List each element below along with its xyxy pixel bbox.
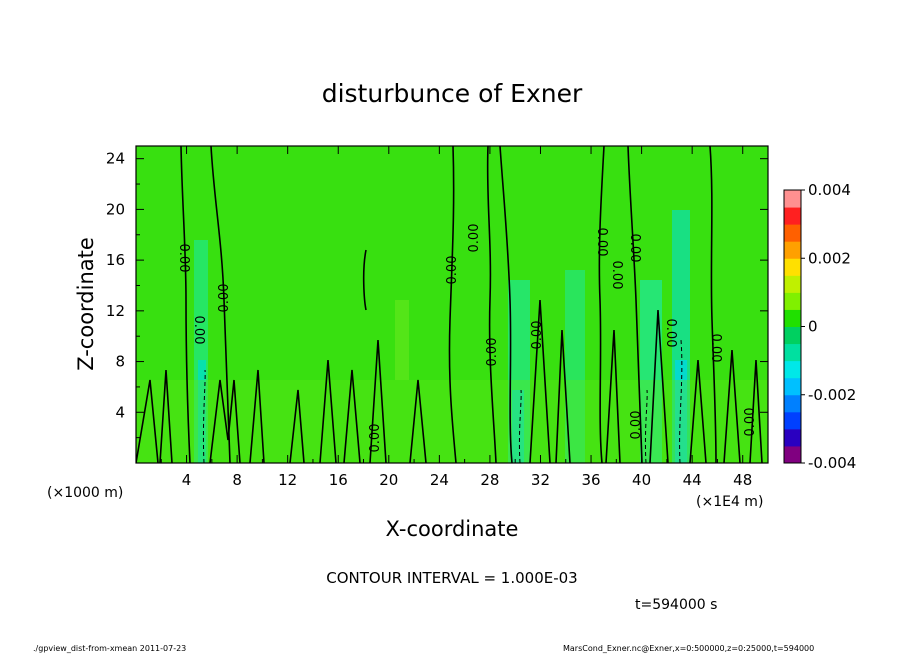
contour-label: 0.00: [191, 316, 206, 345]
colorbar-tick-label: 0.002: [808, 249, 851, 267]
contour-label: 0.00: [445, 256, 460, 285]
colorbar-segment: [784, 428, 801, 447]
y-tick-label: 16: [106, 251, 125, 269]
contour-line: [210, 146, 231, 463]
contour-label: 0.00: [663, 319, 678, 348]
contour-label: 0.00: [368, 424, 383, 453]
y-tick-label: 8: [115, 353, 125, 371]
x-tick-label: 36: [581, 471, 600, 489]
colorbar-segment: [784, 411, 801, 430]
contour-label: 0.00: [609, 261, 624, 290]
contour-line: [180, 146, 191, 463]
contour-line: [598, 146, 605, 463]
colorbar-segment: [784, 241, 801, 259]
colorbar-tick-label: -0.002: [808, 386, 856, 404]
contour-label: 0.00: [629, 411, 644, 440]
field-patch: [512, 390, 524, 463]
x-tick-label: 24: [430, 471, 449, 489]
contour-line-negative: [518, 389, 522, 463]
colorbar-segment: [784, 394, 801, 413]
x-axis-label: X-coordinate: [386, 517, 519, 541]
colorbar-tick-label: 0: [808, 318, 818, 336]
field-patch: [198, 360, 206, 463]
y-axis: 4 8 12 16 20 24: [106, 150, 768, 439]
colorbar-segment: [784, 309, 801, 327]
x-tick-label: 44: [683, 471, 702, 489]
contour-label: 0.00: [467, 224, 482, 253]
field-patch: [675, 360, 687, 463]
colorbar-segment: [784, 343, 801, 362]
y-tick-label: 4: [115, 403, 125, 421]
x-unit-label: (×1000 m): [47, 485, 123, 501]
contour-line: [627, 146, 643, 463]
contour-line: [499, 146, 513, 463]
colorbar-segment: [784, 258, 801, 276]
y-tick-label: 24: [106, 150, 125, 168]
plot-area: 0.00 0.00 0.00 0.00 0.00 0.00 0.00 0.00 …: [135, 145, 769, 464]
colorbar-segment: [784, 445, 801, 464]
colorbar-segment: [784, 207, 801, 225]
colorbar: 0.004 0.002 0 -0.002 -0.004: [783, 181, 856, 472]
x-tick-label: 32: [531, 471, 550, 489]
contour-label: 0.00: [176, 244, 191, 273]
x-tick-label: 12: [278, 471, 297, 489]
contour-label: 0.00: [217, 284, 232, 313]
contour-label: 0.00: [743, 408, 758, 437]
contour-line-negative: [644, 389, 648, 463]
x-tick-label: 4: [182, 471, 192, 489]
colorbar-segment: [784, 326, 801, 345]
x-tick-label: 48: [733, 471, 752, 489]
contour-lines-negative: [202, 339, 683, 463]
contour-label: 0.00: [530, 321, 545, 350]
y-axis-label: Z-coordinate: [74, 237, 98, 371]
footer-left: ./gpview_dist-from-xmean 2011-07-23: [33, 644, 186, 653]
x-tick-label: 28: [480, 471, 499, 489]
contour-line: [486, 146, 497, 463]
contour-labels: 0.00 0.00 0.00 0.00 0.00 0.00 0.00 0.00 …: [176, 224, 758, 453]
contour-line: [448, 146, 457, 463]
colorbar-segment: [784, 275, 801, 293]
contour-line: [709, 146, 717, 463]
y-tick-label: 12: [106, 302, 125, 320]
x-tick-label: 8: [232, 471, 242, 489]
y-tick-label: 20: [106, 200, 125, 218]
x-scale-label: (×1E4 m): [696, 494, 763, 510]
x-tick-label: 40: [632, 471, 651, 489]
contour-lines: [136, 146, 763, 463]
contour-label: 0.00: [485, 338, 500, 367]
colorbar-tick-label: 0.004: [808, 181, 851, 199]
contour-line: [136, 299, 763, 463]
contour-label: 0.00: [594, 228, 609, 257]
plot-frame: [135, 145, 769, 464]
x-axis: 4 8 12 16 20 24 28 32 36 40 44 48: [160, 146, 752, 489]
field-patch: [395, 300, 409, 380]
x-tick-label: 16: [329, 471, 348, 489]
contour-line: [362, 249, 367, 311]
colorbar-segment: [784, 292, 801, 310]
x-tick-label: 20: [379, 471, 398, 489]
contour-interval-text: CONTOUR INTERVAL = 1.000E-03: [326, 569, 577, 587]
contour-line-negative: [679, 339, 683, 463]
contour-label: 0.00: [627, 234, 642, 263]
time-text: t=594000 s: [635, 597, 717, 613]
contour-label: 0.00: [708, 334, 723, 363]
colorbar-segment: [784, 224, 801, 242]
colorbar-segment: [784, 377, 801, 396]
contour-line-negative: [202, 369, 206, 463]
chart-title: disturbunce of Exner: [322, 79, 583, 108]
field-patch: [565, 270, 585, 463]
footer-right: MarsCond_Exner.nc@Exner,x=0:500000,z=0:2…: [563, 644, 814, 653]
colorbar-tick-label: -0.004: [808, 454, 856, 472]
colorbar-segment: [784, 190, 801, 208]
colorbar-segment: [784, 360, 801, 379]
